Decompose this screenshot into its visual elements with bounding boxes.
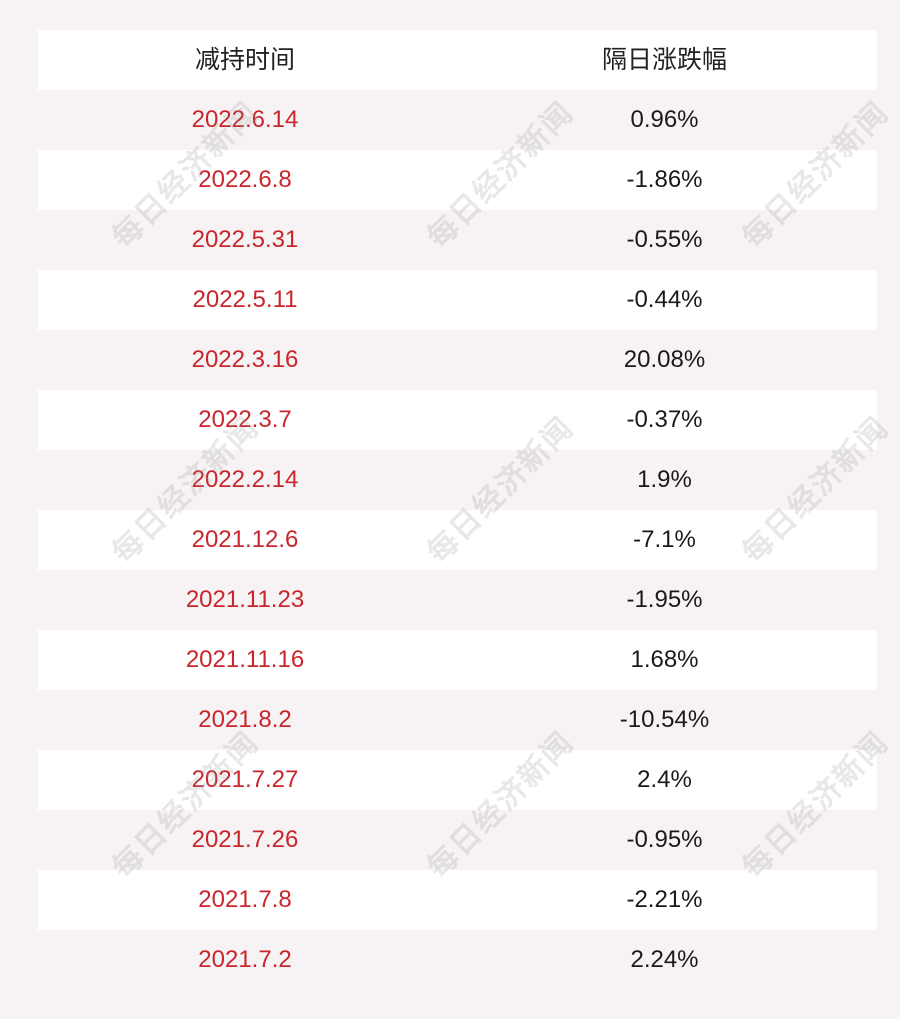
table-row: 2021.7.27 2.4% [38,750,877,810]
table-row: 2022.6.14 0.96% [38,90,877,150]
table-row: 2021.7.2 2.24% [38,930,877,990]
table-row: 2021.8.2 -10.54% [38,690,877,750]
row-change: 20.08% [623,346,706,373]
row-change: -0.44% [626,286,703,313]
table-row: 2022.5.11 -0.44% [38,270,877,330]
table-row: 2021.7.8 -2.21% [38,870,877,930]
row-change: -7.1% [633,526,696,553]
row-date: 2022.5.11 [192,286,298,313]
row-date: 2021.7.2 [198,946,292,973]
table-row: 2022.2.14 1.9% [38,450,877,510]
table-row: 2022.3.7 -0.37% [38,390,877,450]
row-change: -1.95% [626,586,703,613]
row-date: 2021.11.23 [185,586,305,613]
row-change: -0.37% [626,406,703,433]
header-date: 减持时间 [194,46,295,74]
row-date: 2021.7.8 [198,886,292,913]
row-date: 2022.3.16 [191,346,299,373]
table-body: 2022.6.14 0.96% 2022.6.8 -1.86% 2022.5.31 -0.… [38,90,877,990]
row-date: 2022.6.14 [191,106,299,133]
row-date: 2022.6.8 [198,166,292,193]
table-row: 2022.5.31 -0.55% [38,210,877,270]
row-change: 0.96% [630,106,699,133]
row-date: 2021.7.26 [191,826,299,853]
row-date: 2021.7.27 [191,766,299,793]
table-header: 减持时间 隔日涨跌幅 [38,30,877,90]
table-row: 2021.7.26 -0.95% [38,810,877,870]
row-change: 1.68% [630,646,699,673]
table-row: 2021.11.23 -1.95% [38,570,877,630]
row-date: 2022.5.31 [191,226,299,253]
row-change: 1.9% [637,466,692,493]
row-change: -0.95% [626,826,703,853]
header-change: 隔日涨跌幅 [601,46,727,74]
row-date: 2021.8.2 [198,706,292,733]
table-row: 2021.11.16 1.68% [38,630,877,690]
table-row: 2022.3.16 20.08% [38,330,877,390]
row-date: 2022.3.7 [198,406,292,433]
table-row: 2022.6.8 -1.86% [38,150,877,210]
table-row: 2021.12.6 -7.1% [38,510,877,570]
row-date: 2022.2.14 [191,466,299,493]
row-date: 2021.12.6 [191,526,299,553]
row-change: 2.24% [630,946,699,973]
data-table: 减持时间 隔日涨跌幅 2022.6.14 0.96% 2022.6.8 -1.86% 2… [38,30,877,990]
row-change: -0.55% [626,226,703,253]
row-change: 2.4% [637,766,692,793]
row-date: 2021.11.16 [185,646,305,673]
row-change: -1.86% [626,166,703,193]
row-change: -10.54% [619,706,710,733]
row-change: -2.21% [626,886,703,913]
